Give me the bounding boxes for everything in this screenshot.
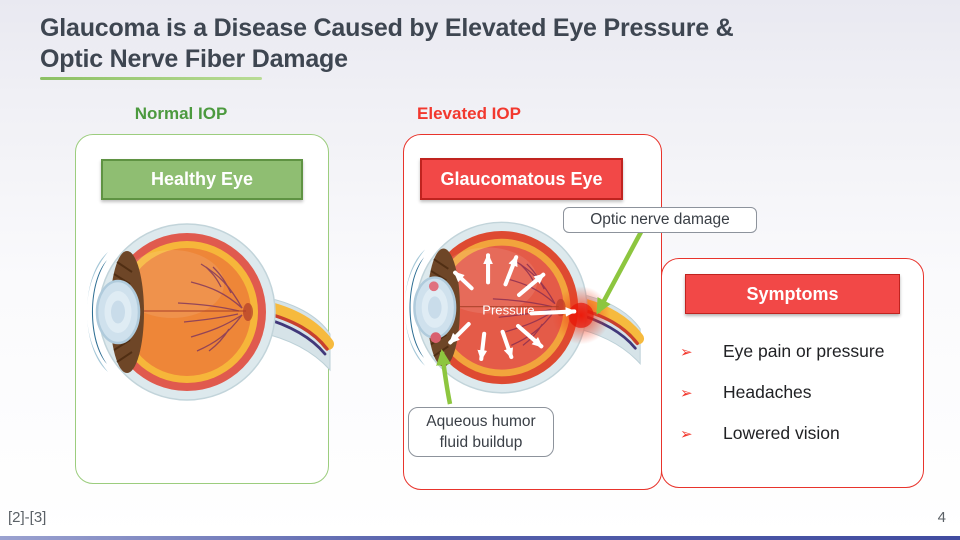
optic-nerve-damage-label: Optic nerve damage [563, 207, 757, 233]
aqueous-bump-top [428, 281, 439, 292]
symptom-item: ➢ Headaches [676, 382, 915, 403]
arrow-bullet-icon: ➢ [680, 385, 693, 402]
citation-text: [2]-[3] [8, 509, 47, 526]
aqueous-humor-label: Aqueous humor fluid buildup [408, 407, 554, 457]
column-heading-normal-iop: Normal IOP [134, 104, 228, 123]
title-underline [40, 77, 262, 80]
glaucomatous-eye-header: Glaucomatous Eye [420, 158, 623, 200]
arrow-bullet-icon: ➢ [680, 426, 693, 443]
aqueous-bump-bottom [430, 332, 442, 343]
symptoms-list: ➢ Eye pain or pressure ➢ Headaches ➢ Low… [676, 341, 915, 444]
symptom-item: ➢ Eye pain or pressure [676, 341, 915, 362]
symptoms-header: Symptoms [685, 274, 900, 314]
title-line-1: Glaucoma is a Disease Caused by Elevated… [40, 14, 734, 42]
healthy-eye-illustration [72, 202, 342, 427]
pressure-arrows [448, 253, 577, 361]
title-line-2: Optic Nerve Fiber Damage [40, 45, 348, 73]
glaucomatous-eye-illustration: Pressure [390, 201, 652, 419]
column-heading-elevated-iop: Elevated IOP [417, 104, 521, 123]
symptom-text: Lowered vision [723, 423, 840, 443]
symptom-item: ➢ Lowered vision [676, 423, 915, 444]
page-number: 4 [937, 509, 946, 526]
page-title: Glaucoma is a Disease Caused by Elevated… [40, 13, 840, 75]
symptoms-panel: Symptoms ➢ Eye pain or pressure ➢ Headac… [661, 258, 924, 488]
symptom-text: Eye pain or pressure [723, 341, 885, 361]
healthy-eye-card: Healthy Eye [75, 134, 329, 484]
symptom-text: Headaches [723, 382, 812, 402]
pressure-label: Pressure [482, 302, 534, 317]
arrow-bullet-icon: ➢ [680, 344, 693, 361]
bottom-accent-bar [0, 536, 960, 540]
healthy-eye-header: Healthy Eye [101, 159, 303, 200]
